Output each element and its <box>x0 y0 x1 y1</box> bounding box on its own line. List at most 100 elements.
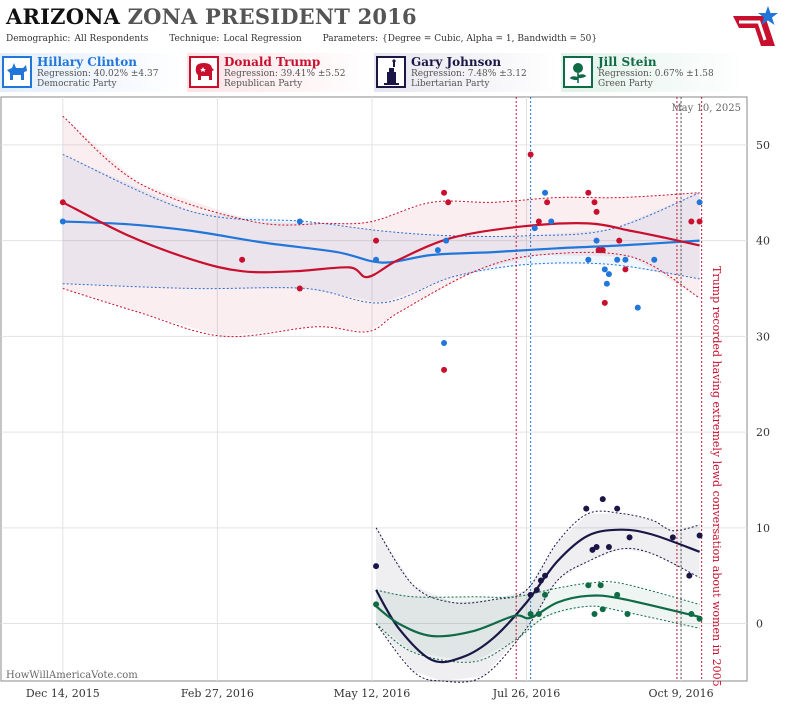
band-fill-clinton <box>62 154 700 303</box>
legend-item-johnson: Gary Johnson Regression: 7.48% ±3.12 Lib… <box>374 53 559 92</box>
poll-point-trump <box>622 266 629 273</box>
title-race: ZONA PRESIDENT 2016 <box>127 4 417 29</box>
parameters-value: {Degree = Cubic, Alpha = 1, Bandwidth = … <box>382 34 598 44</box>
candidate-name: Gary Johnson <box>411 55 502 69</box>
candidate-name: Donald Trump <box>224 55 321 69</box>
y-tick-label: 50 <box>756 139 770 152</box>
candidate-regression: Regression: 39.41% ±5.52 <box>224 69 346 79</box>
band-upper-clinton <box>62 153 700 238</box>
poll-point-johnson <box>599 496 606 503</box>
poll-point-stein <box>591 610 598 617</box>
poll-point-trump <box>535 218 542 225</box>
candidate-regression: Regression: 40.02% ±4.37 <box>37 69 159 79</box>
x-tick-label: May 12, 2016 <box>334 687 411 700</box>
legend-item-clinton: Hillary Clinton Regression: 40.02% ±4.37… <box>0 53 185 92</box>
chart-title: ARIZONA ZONA PRESIDENT 2016 <box>6 4 417 29</box>
band-fill-johnson <box>376 513 700 681</box>
poll-point-clinton <box>585 256 592 263</box>
trend-line-clinton <box>62 220 700 264</box>
x-tick-label: Oct 9, 2016 <box>649 687 714 700</box>
rose-icon <box>563 56 593 88</box>
poll-point-stein <box>614 591 621 598</box>
poll-point-trump <box>441 189 448 196</box>
poll-point-johnson <box>686 572 693 579</box>
y-tick-label: 30 <box>756 330 770 343</box>
candidate-party: Libertarian Party <box>411 79 490 89</box>
parameters-label: Parameters: <box>322 34 379 44</box>
poll-point-johnson <box>605 543 612 550</box>
poll-point-clinton <box>601 266 608 273</box>
poll-point-trump <box>585 189 592 196</box>
band-lower-johnson <box>375 547 700 683</box>
band-fill-stein <box>376 583 700 662</box>
poll-point-trump <box>601 299 608 306</box>
band-upper-stein <box>376 581 700 605</box>
poll-point-johnson <box>614 505 621 512</box>
poll-point-stein <box>527 610 534 617</box>
poll-point-trump <box>593 208 600 215</box>
poll-point-johnson <box>696 532 703 539</box>
band-lower-trump <box>62 251 700 338</box>
poll-point-johnson <box>542 572 549 579</box>
candidate-regression: Regression: 7.48% ±3.12 <box>411 69 527 79</box>
band-upper-johnson <box>375 510 700 604</box>
poll-point-clinton <box>696 199 703 206</box>
poll-point-trump <box>696 218 703 225</box>
x-tick-label: Jul 26, 2016 <box>492 687 561 700</box>
liberty-statue-icon <box>376 56 406 88</box>
poll-point-trump <box>595 247 602 254</box>
poll-point-trump <box>373 237 380 244</box>
confidence-bands <box>62 115 700 683</box>
trend-line-trump <box>62 201 700 279</box>
poll-point-clinton <box>605 271 612 278</box>
band-lower-clinton <box>62 262 700 304</box>
y-tick-label: 40 <box>756 235 770 248</box>
poll-point-trump <box>688 218 695 225</box>
poll-point-clinton <box>373 256 380 263</box>
y-tick-label: 20 <box>756 426 770 439</box>
poll-point-johnson <box>527 591 534 598</box>
poll-point-clinton <box>603 280 610 287</box>
poll-point-johnson <box>626 534 633 541</box>
poll-point-clinton <box>651 256 658 263</box>
poll-point-johnson <box>669 534 676 541</box>
poll-point-clinton <box>614 256 621 263</box>
poll-point-clinton <box>443 237 450 244</box>
grid-lines <box>1 97 747 681</box>
technique-value: Local Regression <box>223 34 302 44</box>
event-annotation: Trump recorded having extremely lewd con… <box>710 266 723 687</box>
trend-lines <box>62 201 700 664</box>
poll-point-stein <box>688 610 695 617</box>
poll-point-clinton <box>531 225 538 232</box>
legend-item-trump: Donald Trump Regression: 39.41% ±5.52 Re… <box>187 53 372 92</box>
poll-point-johnson <box>593 543 600 550</box>
poll-point-stein <box>373 601 380 608</box>
poll-point-johnson <box>373 563 380 570</box>
poll-point-clinton <box>59 218 66 225</box>
poll-point-trump <box>544 199 551 206</box>
trend-line-stein <box>375 594 700 638</box>
trend-line-johnson <box>375 528 700 664</box>
candidate-name: Jill Stein <box>598 55 657 69</box>
donkey-icon <box>2 56 32 88</box>
candidate-name: Hillary Clinton <box>37 55 137 69</box>
candidate-party: Republican Party <box>224 79 303 89</box>
y-tick-label: 0 <box>756 618 763 631</box>
poll-point-trump <box>296 285 303 292</box>
title-state: ARIZONA <box>6 4 121 29</box>
poll-point-trump <box>239 256 246 263</box>
poll-point-clinton <box>593 237 600 244</box>
y-tick-label: 10 <box>756 522 770 535</box>
poll-point-johnson <box>537 577 544 584</box>
poll-point-trump <box>59 199 66 206</box>
poll-point-clinton <box>634 304 641 311</box>
poll-point-stein <box>696 615 703 622</box>
poll-point-clinton <box>622 256 629 263</box>
chart-header: ARIZONA ZONA PRESIDENT 2016 Demographic:… <box>0 0 789 50</box>
candidate-party: Green Party <box>598 79 653 89</box>
poll-points <box>59 151 703 622</box>
band-lower-stein <box>375 605 700 663</box>
poll-point-johnson <box>533 587 540 594</box>
poll-point-stein <box>585 582 592 589</box>
